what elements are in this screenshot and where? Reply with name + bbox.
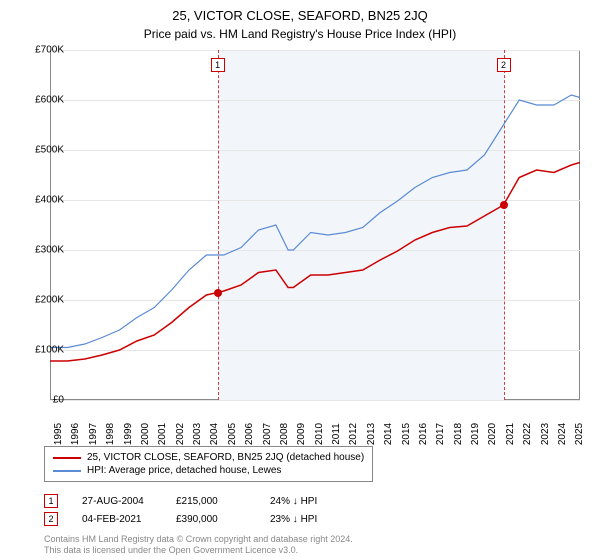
x-tick-label: 2001 bbox=[157, 423, 168, 445]
y-tick-label: £500K bbox=[14, 145, 64, 156]
sale-price: £390,000 bbox=[176, 514, 246, 525]
x-tick-label: 2022 bbox=[522, 423, 533, 445]
x-tick-label: 2016 bbox=[418, 423, 429, 445]
legend-label: HPI: Average price, detached house, Lewe… bbox=[87, 465, 281, 476]
x-tick-label: 2014 bbox=[383, 423, 394, 445]
sales-table: 1 27-AUG-2004 £215,000 24% ↓ HPI 2 04-FE… bbox=[44, 492, 340, 528]
x-tick-label: 2002 bbox=[175, 423, 186, 445]
x-tick-label: 2024 bbox=[557, 423, 568, 445]
x-tick-label: 2003 bbox=[192, 423, 203, 445]
x-tick-label: 2021 bbox=[505, 423, 516, 445]
x-tick-label: 2009 bbox=[296, 423, 307, 445]
x-tick-label: 2018 bbox=[453, 423, 464, 445]
plot-area: 12 bbox=[50, 50, 580, 400]
sale-price: £215,000 bbox=[176, 496, 246, 507]
y-tick-label: £300K bbox=[14, 245, 64, 256]
x-tick-label: 1996 bbox=[70, 423, 81, 445]
x-tick-label: 2013 bbox=[366, 423, 377, 445]
legend: 25, VICTOR CLOSE, SEAFORD, BN25 2JQ (det… bbox=[44, 446, 373, 482]
x-tick-label: 2015 bbox=[401, 423, 412, 445]
x-tick-label: 2011 bbox=[331, 423, 342, 445]
y-tick-label: £700K bbox=[14, 45, 64, 56]
x-tick-label: 2007 bbox=[262, 423, 273, 445]
sale-row: 2 04-FEB-2021 £390,000 23% ↓ HPI bbox=[44, 510, 340, 528]
chart-subtitle: Price paid vs. HM Land Registry's House … bbox=[0, 23, 600, 41]
x-tick-label: 2020 bbox=[487, 423, 498, 445]
x-tick-label: 2006 bbox=[244, 423, 255, 445]
sale-marker-icon: 1 bbox=[44, 494, 58, 508]
footer-line: This data is licensed under the Open Gov… bbox=[44, 545, 353, 556]
x-tick-label: 2017 bbox=[435, 423, 446, 445]
y-tick-label: £400K bbox=[14, 195, 64, 206]
legend-item: 25, VICTOR CLOSE, SEAFORD, BN25 2JQ (det… bbox=[53, 451, 364, 464]
line-series bbox=[50, 50, 580, 400]
sale-date: 27-AUG-2004 bbox=[82, 496, 152, 507]
x-tick-label: 2000 bbox=[140, 423, 151, 445]
y-tick-label: £100K bbox=[14, 345, 64, 356]
x-tick-label: 2005 bbox=[227, 423, 238, 445]
chart-title: 25, VICTOR CLOSE, SEAFORD, BN25 2JQ bbox=[0, 0, 600, 23]
legend-swatch bbox=[53, 457, 81, 459]
chart-container: 25, VICTOR CLOSE, SEAFORD, BN25 2JQ Pric… bbox=[0, 0, 600, 560]
sale-marker-icon: 2 bbox=[44, 512, 58, 526]
sale-date: 04-FEB-2021 bbox=[82, 514, 152, 525]
x-tick-label: 1999 bbox=[123, 423, 134, 445]
legend-label: 25, VICTOR CLOSE, SEAFORD, BN25 2JQ (det… bbox=[87, 452, 364, 463]
footer-line: Contains HM Land Registry data © Crown c… bbox=[44, 534, 353, 545]
y-tick-label: £200K bbox=[14, 295, 64, 306]
legend-item: HPI: Average price, detached house, Lewe… bbox=[53, 464, 364, 477]
x-tick-label: 2025 bbox=[574, 423, 585, 445]
vline-marker-icon: 2 bbox=[497, 58, 511, 72]
x-tick-label: 2008 bbox=[279, 423, 290, 445]
x-tick-label: 2012 bbox=[348, 423, 359, 445]
x-tick-label: 1997 bbox=[88, 423, 99, 445]
sale-delta: 24% ↓ HPI bbox=[270, 496, 340, 507]
y-tick-label: £600K bbox=[14, 95, 64, 106]
legend-swatch bbox=[53, 470, 81, 472]
x-axis-labels: 1995 1996 1997 1998 1999 2000 2001 2002 2003 2004… bbox=[50, 404, 580, 444]
sale-row: 1 27-AUG-2004 £215,000 24% ↓ HPI bbox=[44, 492, 340, 510]
x-tick-label: 1998 bbox=[105, 423, 116, 445]
sale-delta: 23% ↓ HPI bbox=[270, 514, 340, 525]
x-tick-label: 1995 bbox=[53, 423, 64, 445]
x-tick-label: 2004 bbox=[209, 423, 220, 445]
x-tick-label: 2023 bbox=[540, 423, 551, 445]
x-tick-label: 2019 bbox=[470, 423, 481, 445]
x-tick-label: 2010 bbox=[314, 423, 325, 445]
footer-attribution: Contains HM Land Registry data © Crown c… bbox=[44, 534, 353, 556]
vline-marker-icon: 1 bbox=[211, 58, 225, 72]
